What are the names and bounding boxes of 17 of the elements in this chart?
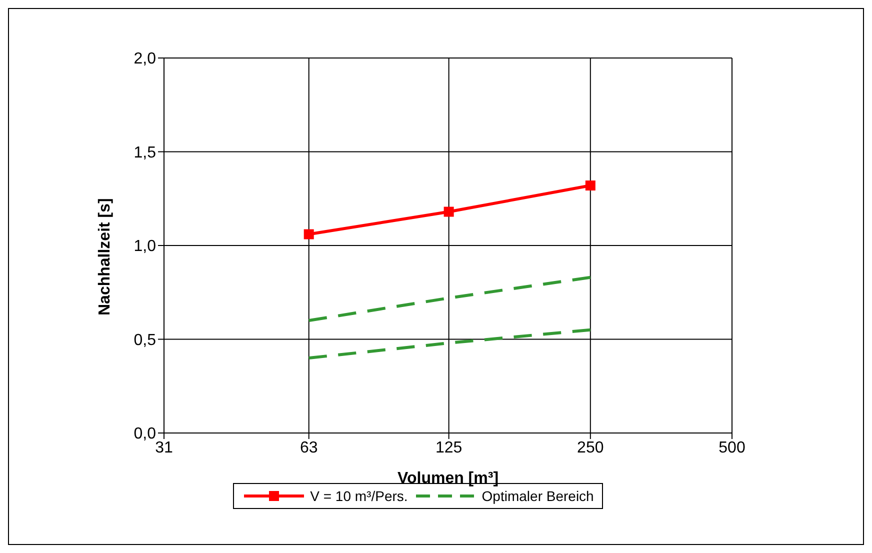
x-axis-title: Volumen [m³] bbox=[397, 470, 499, 487]
x-tick-label: 31 bbox=[155, 439, 173, 456]
point bbox=[444, 206, 454, 217]
y-tick-label: 1,0 bbox=[134, 238, 156, 256]
x-tick-label: 63 bbox=[300, 439, 318, 456]
x-tick-label: 250 bbox=[577, 439, 604, 456]
y-tick-label: 0,0 bbox=[134, 426, 156, 443]
point bbox=[304, 229, 314, 240]
x-tick-label: 125 bbox=[435, 439, 462, 456]
legend-label: V = 10 m³/Pers. bbox=[310, 488, 408, 504]
x-tick-label: 500 bbox=[718, 439, 746, 456]
legend-label: Optimaler Bereich bbox=[482, 488, 594, 504]
y-tick-label: 2,0 bbox=[134, 50, 156, 68]
y-axis-title: Nachhallzeit [s] bbox=[96, 198, 114, 316]
y-tick-label: 1,5 bbox=[134, 144, 156, 162]
point bbox=[585, 180, 596, 190]
y-tick-label: 0,5 bbox=[134, 332, 156, 349]
